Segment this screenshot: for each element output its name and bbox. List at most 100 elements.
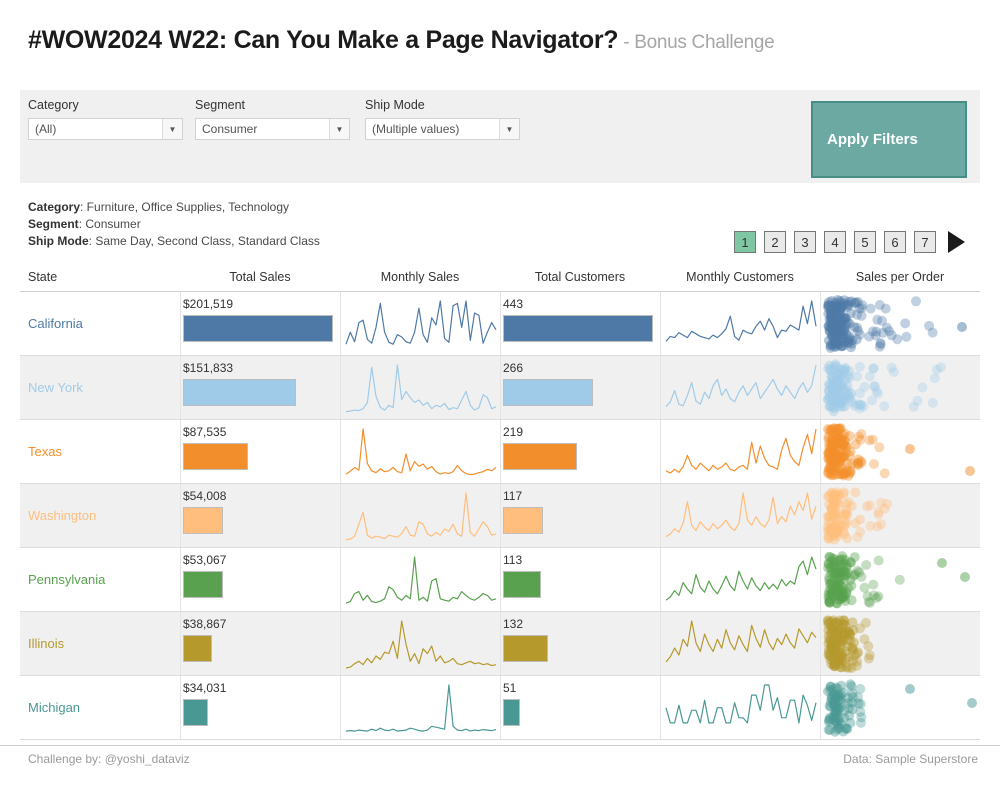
- monthly-customers-sparkline[interactable]: [665, 427, 817, 479]
- monthly-sales-cell: [340, 292, 500, 355]
- filter-group-segment: Segment Consumer ▼: [195, 98, 350, 140]
- monthly-sales-sparkline[interactable]: [345, 427, 497, 479]
- total-sales-bar[interactable]: [183, 635, 212, 662]
- total-sales-value: $87,535: [183, 425, 227, 439]
- sales-per-order-scatter[interactable]: [822, 293, 980, 355]
- total-customers-bar[interactable]: [503, 699, 521, 726]
- total-customers-value: 132: [503, 617, 524, 631]
- page-title-subtitle: - Bonus Challenge: [618, 32, 775, 53]
- state-label[interactable]: New York: [28, 380, 83, 395]
- challenge-credit: Challenge by: @yoshi_dataviz: [28, 752, 190, 766]
- total-customers-bar[interactable]: [503, 379, 594, 406]
- apply-filters-button[interactable]: Apply Filters: [811, 101, 967, 178]
- chevron-down-icon[interactable]: ▼: [499, 119, 519, 139]
- monthly-sales-sparkline[interactable]: [345, 619, 497, 671]
- state-label[interactable]: Illinois: [28, 636, 65, 651]
- total-customers-bar[interactable]: [503, 635, 548, 662]
- column-header-sales-per-order: Sales per Order: [855, 269, 945, 284]
- state-label[interactable]: Michigan: [28, 700, 81, 715]
- monthly-sales-cell: [340, 420, 500, 483]
- total-sales-cell: $87,535: [180, 420, 340, 483]
- state-label[interactable]: Texas: [28, 444, 62, 459]
- total-customers-bar[interactable]: [503, 315, 653, 342]
- monthly-sales-cell: [340, 612, 500, 675]
- total-customers-value: 266: [503, 361, 524, 375]
- total-sales-cell: $34,031: [180, 676, 340, 739]
- page-button-1[interactable]: 1: [734, 231, 756, 253]
- total-sales-bar[interactable]: [183, 379, 296, 406]
- table-body: California $201,519 443 New York $151,833 266…: [20, 292, 980, 740]
- total-sales-bar[interactable]: [183, 443, 249, 470]
- monthly-customers-sparkline[interactable]: [665, 555, 817, 607]
- monthly-customers-cell: [660, 612, 820, 675]
- monthly-customers-cell: [660, 420, 820, 483]
- state-label[interactable]: Pennsylvania: [28, 572, 106, 587]
- total-sales-bar[interactable]: [183, 571, 223, 598]
- sales-per-order-scatter[interactable]: [822, 677, 980, 739]
- total-customers-cell: 117: [500, 484, 660, 547]
- total-sales-cell: $201,519: [180, 292, 340, 355]
- monthly-customers-sparkline[interactable]: [664, 683, 817, 735]
- table-header-row: State Total Sales Monthly Sales Total Custo…: [20, 262, 980, 292]
- monthly-sales-sparkline[interactable]: [344, 299, 497, 351]
- sales-per-order-cell: [820, 612, 980, 675]
- monthly-customers-sparkline[interactable]: [665, 363, 817, 415]
- sales-per-order-scatter[interactable]: [822, 357, 980, 419]
- page-button-2[interactable]: 2: [764, 231, 786, 253]
- ship-mode-dropdown[interactable]: (Multiple values) ▼: [365, 118, 520, 140]
- total-sales-bar[interactable]: [183, 315, 333, 342]
- sales-per-order-scatter[interactable]: [822, 485, 980, 547]
- total-sales-bar[interactable]: [183, 507, 224, 534]
- next-page-icon[interactable]: [948, 231, 965, 253]
- total-sales-bar[interactable]: [183, 699, 209, 726]
- total-sales-value: $201,519: [183, 297, 234, 311]
- total-sales-value: $53,067: [183, 553, 227, 567]
- monthly-customers-cell: [660, 484, 820, 547]
- column-header-monthly-sales: Monthly Sales: [380, 269, 460, 284]
- monthly-sales-cell: [340, 484, 500, 547]
- total-customers-bar[interactable]: [503, 443, 578, 470]
- state-label[interactable]: California: [28, 316, 83, 331]
- total-sales-value: $34,031: [183, 681, 227, 695]
- monthly-sales-sparkline[interactable]: [345, 683, 497, 735]
- monthly-customers-sparkline[interactable]: [665, 491, 817, 543]
- monthly-sales-cell: [340, 676, 500, 739]
- monthly-sales-sparkline[interactable]: [345, 363, 497, 415]
- sales-per-order-scatter[interactable]: [822, 613, 980, 675]
- monthly-sales-sparkline[interactable]: [345, 555, 497, 607]
- summary-line-ship-mode: Ship Mode: Same Day, Second Class, Stand…: [28, 233, 320, 250]
- summary-segment-text: : Consumer: [78, 217, 141, 231]
- monthly-customers-sparkline[interactable]: [665, 619, 817, 671]
- category-dropdown[interactable]: (All) ▼: [28, 118, 183, 140]
- total-sales-cell: $151,833: [180, 356, 340, 419]
- total-sales-cell: $54,008: [180, 484, 340, 547]
- total-customers-bar[interactable]: [503, 571, 542, 598]
- page-button-6[interactable]: 6: [884, 231, 906, 253]
- column-header-total-customers: Total Customers: [534, 269, 626, 284]
- monthly-sales-sparkline[interactable]: [345, 491, 497, 543]
- total-customers-value: 117: [503, 489, 523, 503]
- table-row-new-york: New York $151,833 266: [20, 356, 980, 420]
- filter-panel: Category (All) ▼ Segment Consumer ▼ Ship…: [20, 90, 980, 183]
- sales-per-order-cell: [820, 356, 980, 419]
- sales-per-order-scatter[interactable]: [822, 549, 980, 611]
- summary-ship-mode-label: Ship Mode: [28, 234, 89, 248]
- sales-per-order-scatter[interactable]: [822, 421, 980, 483]
- total-sales-value: $38,867: [183, 617, 227, 631]
- page-button-5[interactable]: 5: [854, 231, 876, 253]
- page-button-4[interactable]: 4: [824, 231, 846, 253]
- category-dropdown-value: (All): [35, 122, 57, 136]
- chevron-down-icon[interactable]: ▼: [162, 119, 182, 139]
- summary-ship-mode-text: : Same Day, Second Class, Standard Class: [88, 234, 320, 248]
- monthly-customers-sparkline[interactable]: [665, 299, 817, 351]
- total-customers-bar[interactable]: [503, 507, 543, 534]
- table-row-texas: Texas $87,535 219: [20, 420, 980, 484]
- segment-dropdown[interactable]: Consumer ▼: [195, 118, 350, 140]
- total-customers-value: 443: [503, 297, 524, 311]
- page-button-3[interactable]: 3: [794, 231, 816, 253]
- state-label[interactable]: Washington: [28, 508, 97, 523]
- page-button-7[interactable]: 7: [914, 231, 936, 253]
- summary-category-text: : Furniture, Office Supplies, Technology: [80, 200, 290, 214]
- filter-summary: Category: Furniture, Office Supplies, Te…: [28, 199, 320, 250]
- chevron-down-icon[interactable]: ▼: [329, 119, 349, 139]
